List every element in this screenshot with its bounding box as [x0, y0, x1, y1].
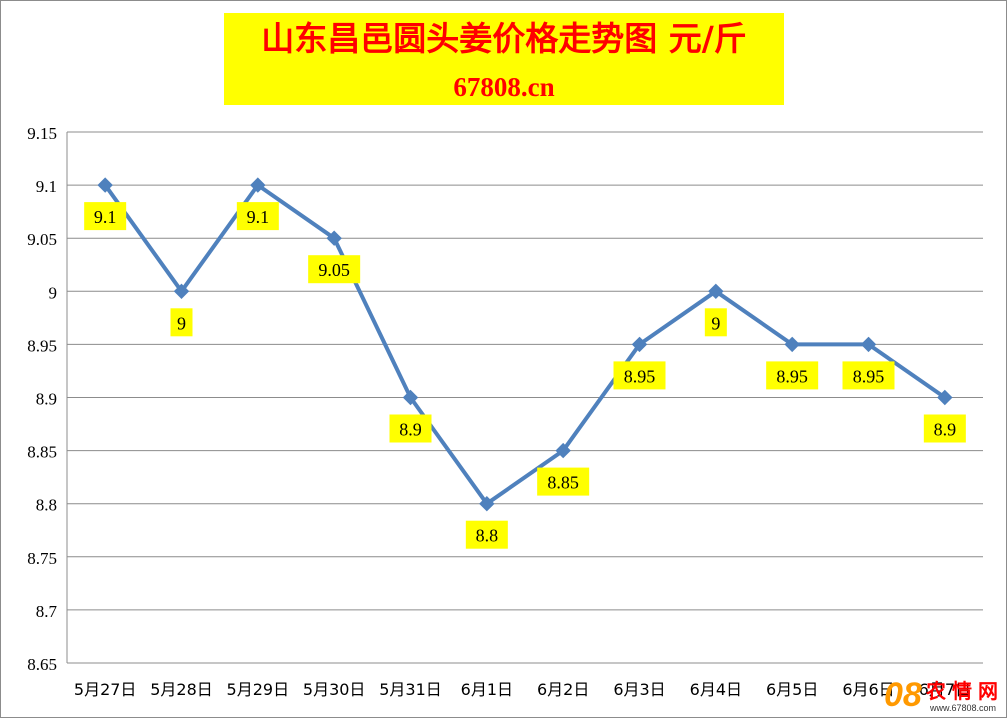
y-tick-label: 8.85	[27, 443, 57, 462]
y-tick-label: 8.8	[36, 496, 57, 515]
data-label-box	[84, 202, 127, 231]
y-tick-label: 8.9	[36, 390, 57, 409]
data-point-marker	[250, 177, 266, 193]
x-tick-label: 5月31日	[379, 680, 442, 699]
data-label: 8.95	[853, 366, 885, 386]
data-label-box	[308, 255, 361, 284]
x-tick-label: 6月5日	[766, 680, 818, 699]
x-tick-label: 6月6日	[842, 680, 894, 699]
data-label-box	[537, 467, 590, 496]
data-label-box	[389, 414, 432, 443]
x-tick-label: 6月7日	[919, 680, 971, 699]
data-point-marker	[173, 283, 190, 300]
chart-title-box: 山东昌邑圆头姜价格走势图 元/斤 67808.cn	[224, 13, 784, 105]
y-tick-label: 8.7	[36, 602, 58, 621]
data-label-box	[842, 361, 895, 390]
data-label: 9.1	[247, 207, 270, 227]
data-label: 8.85	[547, 473, 579, 493]
x-tick-label: 5月30日	[303, 680, 366, 699]
x-tick-label: 6月2日	[537, 680, 589, 699]
data-point-marker	[479, 495, 495, 512]
x-tick-label: 5月27日	[74, 680, 137, 699]
data-point-marker	[708, 283, 724, 300]
x-tick-label: 6月1日	[461, 680, 513, 699]
y-tick-label: 8.75	[27, 549, 57, 568]
data-point-marker	[326, 230, 342, 246]
data-label-box	[465, 520, 508, 549]
y-tick-label: 9.15	[27, 124, 57, 143]
watermark-text: 农情网	[926, 679, 1004, 703]
x-tick-label: 5月28日	[150, 680, 213, 699]
data-label: 9	[177, 313, 186, 333]
watermark-url: www.67808.com	[930, 703, 997, 713]
watermark-logo: 08 农情网 www.67808.com	[884, 676, 1006, 716]
y-tick-label: 9.1	[36, 177, 57, 196]
data-point-marker	[937, 389, 953, 406]
data-point-marker	[555, 442, 571, 459]
data-point-marker	[784, 336, 800, 353]
y-tick-label: 8.65	[27, 655, 57, 674]
data-label-box	[613, 361, 666, 390]
data-point-marker	[860, 336, 877, 353]
watermark-number: 08	[884, 676, 922, 714]
data-point-marker	[97, 177, 113, 193]
data-label: 9.1	[94, 207, 117, 227]
data-label: 8.95	[776, 366, 808, 386]
data-label: 8.95	[624, 366, 656, 386]
data-label: 8.9	[399, 420, 422, 440]
data-label: 8.8	[476, 526, 499, 546]
data-label-box	[170, 308, 193, 337]
data-label: 8.9	[934, 420, 957, 440]
y-tick-label: 9.05	[27, 230, 57, 249]
chart-subtitle: 67808.cn	[453, 72, 555, 102]
y-tick-label: 8.95	[27, 336, 57, 355]
x-tick-label: 5月29日	[227, 680, 290, 699]
data-label: 9.05	[318, 260, 350, 280]
x-tick-label: 6月4日	[690, 680, 742, 699]
data-point-marker	[631, 336, 648, 353]
data-label: 9	[711, 313, 720, 333]
chart-title: 山东昌邑圆头姜价格走势图 元/斤	[261, 19, 747, 58]
data-label-box	[766, 361, 819, 390]
data-point-marker	[402, 389, 419, 406]
data-label-box	[236, 202, 279, 231]
y-tick-label: 9	[49, 283, 58, 302]
data-label-box	[704, 308, 727, 337]
x-tick-label: 6月3日	[613, 680, 665, 699]
data-label-box	[923, 414, 966, 443]
